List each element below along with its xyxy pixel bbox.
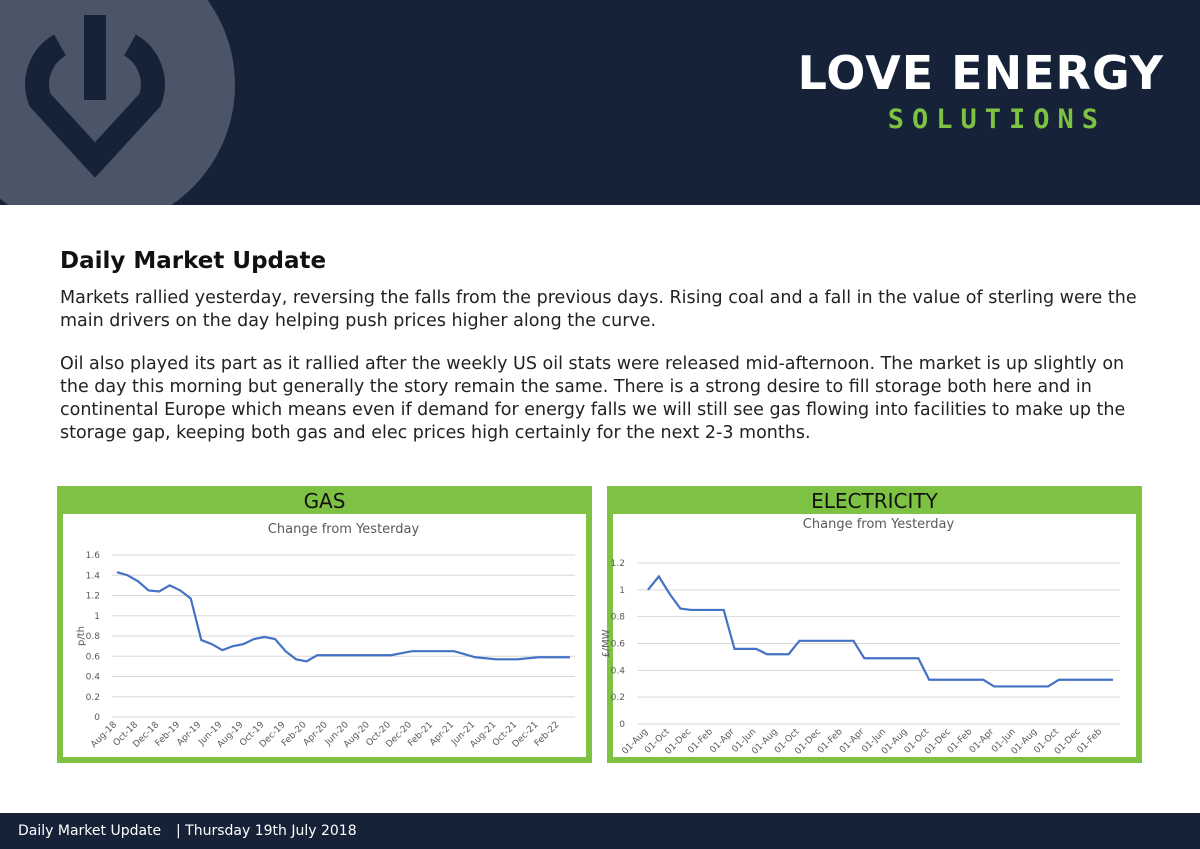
y-tick-label: 1 <box>94 612 100 622</box>
footer-label: Daily Market Update <box>18 823 162 839</box>
y-tick-label: 1.6 <box>86 551 101 561</box>
paragraph: Oil also played its part as it rallied a… <box>60 354 1126 443</box>
y-tick-label: 0.4 <box>611 666 626 676</box>
y-tick-label: 0.6 <box>86 652 101 662</box>
y-axis-label: p/th <box>76 626 87 646</box>
y-tick-label: 0.8 <box>86 632 101 642</box>
y-tick-label: 0.2 <box>86 693 100 703</box>
chart-title: Change from Yesterday <box>803 517 955 532</box>
article-title: Daily Market Update <box>60 248 327 274</box>
y-axis-label: £/MW <box>601 629 612 657</box>
paragraph: Markets rallied yesterday, reversing the… <box>60 288 1137 331</box>
brand: LOVE ENERGY <box>797 46 1164 100</box>
y-tick-label: 0.8 <box>611 613 626 623</box>
footer: Daily Market Update | Thursday 19th July… <box>0 813 1200 849</box>
data-line <box>647 574 1113 688</box>
y-tick-label: 0 <box>94 713 100 723</box>
y-tick-label: 0.2 <box>611 693 625 703</box>
chart-area <box>613 514 1136 757</box>
footer-date: | Thursday 19th July 2018 <box>176 823 357 839</box>
header: LOVE ENERGY SOLUTIONS <box>0 0 1200 205</box>
logo <box>0 0 235 205</box>
y-tick-label: 1.2 <box>611 559 625 569</box>
y-tick-label: 1.2 <box>86 592 100 602</box>
panel-title: GAS <box>304 489 346 513</box>
y-tick-label: 0 <box>619 720 625 730</box>
y-tick-label: 0.6 <box>611 640 626 650</box>
tagline: SOLUTIONS <box>887 104 1106 135</box>
y-tick-label: 1.4 <box>86 571 101 581</box>
y-tick-label: 0.4 <box>86 673 101 683</box>
y-tick-label: 1 <box>619 586 625 596</box>
panel-title: ELECTRICITY <box>811 489 938 513</box>
chart-title: Change from Yesterday <box>268 522 420 537</box>
data-line <box>116 571 570 663</box>
